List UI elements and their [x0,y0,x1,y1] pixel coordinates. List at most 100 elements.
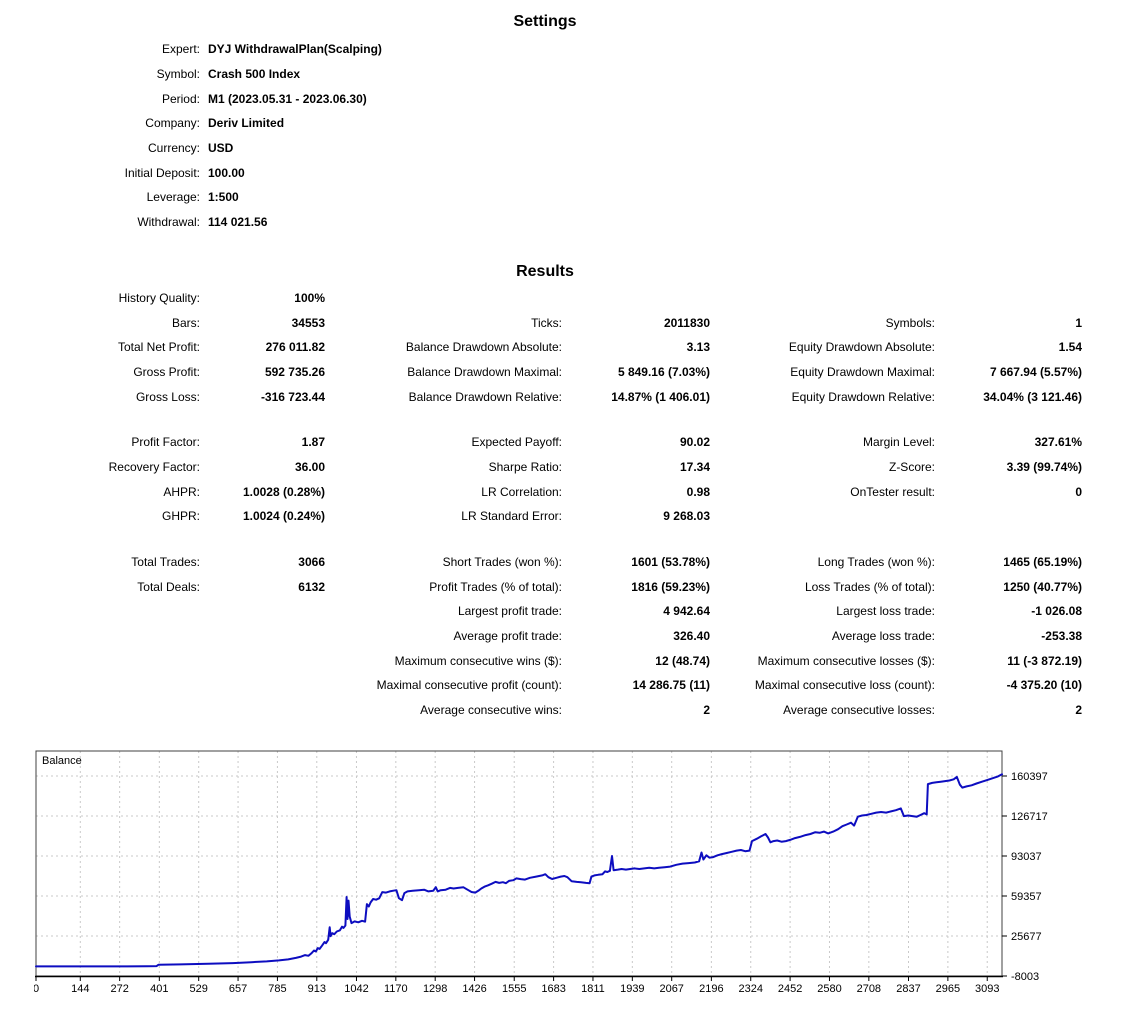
results-row: GHPR: 1.0024 (0.24%) LR Standard Error: 9 2… [0,504,1090,529]
x-axis-tick-label: 913 [308,983,326,995]
results-row: Total Deals: 6132 Profit Trades (% of tota… [0,574,1090,599]
result-value: 1.54 [1058,340,1082,355]
result-value: 14 286.75 (11) [632,678,710,693]
result-value: 2011830 [663,315,710,330]
x-axis-tick-label: 2067 [659,983,683,995]
results-row: History Quality: 100% [0,286,1090,311]
result-label: GHPR: [161,509,200,524]
results-row: Recovery Factor: 36.00 Sharpe Ratio: 17.34 Z… [0,455,1090,480]
result-value: -316 723.44 [260,389,325,404]
x-axis-tick-label: 657 [229,983,247,995]
result-label: OnTester result: [850,484,935,499]
result-label: Long Trades (won %): [817,555,935,570]
result-label: AHPR: [163,484,200,499]
y-axis-tick-label: 126717 [1011,811,1048,823]
setting-value: 100.00 [208,165,245,180]
x-axis-tick-label: 2452 [778,983,802,995]
results-title: Results [516,262,574,280]
setting-label: Withdrawal: [137,215,200,230]
result-label: Maximum consecutive wins ($): [394,653,562,668]
x-axis-tick-label: 0 [34,983,39,995]
result-value: 2 [1075,703,1082,718]
result-value: 0.98 [686,484,710,499]
result-value: 3.13 [686,340,710,355]
result-label: Balance Drawdown Absolute: [405,340,562,355]
x-axis-tick-label: 529 [190,983,208,995]
result-value: 1.87 [301,435,325,450]
setting-label: Symbol: [156,67,200,82]
y-axis-tick-label: -8003 [1011,971,1039,983]
x-axis-tick-label: 1042 [344,983,368,995]
x-axis-tick-label: 2324 [738,983,762,995]
result-label: Maximal consecutive profit (count): [376,678,562,693]
result-label: Balance Drawdown Relative: [408,389,562,404]
settings-row: Expert: DYJ WithdrawalPlan(Scalping) [0,37,1090,62]
x-axis-tick-label: 401 [150,983,168,995]
result-label: Profit Factor: [131,435,200,450]
result-label: Recovery Factor: [108,459,200,474]
balance-chart: 0 144 272 401 529 657 785 913 1042 1170 1298 1426 15… [33,747,1090,1008]
results-row: Average profit trade: 326.40 Average loss … [0,624,1090,649]
result-value: 36.00 [294,459,325,474]
settings-section: Expert: DYJ WithdrawalPlan(Scalping) Symbo… [0,37,1090,235]
result-value: 1.0024 (0.24%) [242,509,325,524]
result-value: 34553 [291,315,325,330]
result-label: Loss Trades (% of total): [804,579,935,594]
result-label: Profit Trades (% of total): [429,579,562,594]
x-axis-tick-label: 1555 [502,983,526,995]
setting-value: Deriv Limited [208,116,285,131]
result-label: Equity Drawdown Relative: [791,389,935,404]
result-value: 34.04% (3 121.46) [983,389,1082,404]
result-value: 9 268.03 [663,509,710,524]
settings-row: Company: Deriv Limited [0,111,1090,136]
x-axis-tick-label: 1811 [581,983,605,995]
result-value: 276 011.82 [265,340,325,355]
result-label: Average profit trade: [453,629,562,644]
result-label: History Quality: [118,290,200,305]
x-axis-tick-label: 785 [268,983,286,995]
results-row: Largest profit trade: 4 942.64 Largest los… [0,599,1090,624]
result-label: Total Trades: [131,555,200,570]
results-row: Total Net Profit: 276 011.82 Balance Drawd… [0,335,1090,360]
results-row: Bars: 34553 Ticks: 2011830 Symbols: 1 [0,310,1090,335]
x-axis-tick-label: 1426 [462,983,486,995]
settings-row: Leverage: 1:500 [0,185,1090,210]
results-row: Profit Factor: 1.87 Expected Payoff: 90.02 M… [0,430,1090,455]
result-label: Short Trades (won %): [442,555,562,570]
result-value: 2 [703,703,710,718]
result-label: Largest profit trade: [457,604,562,619]
result-value: 1.0028 (0.28%) [242,484,325,499]
result-value: 326.40 [673,629,710,644]
result-value: 11 (-3 872.19) [1007,653,1082,668]
result-value: 327.61% [1034,435,1082,450]
result-label: Expected Payoff: [471,435,562,450]
result-value: 17.34 [679,459,710,474]
result-value: 1465 (65.19%) [1003,555,1082,570]
result-label: Balance Drawdown Maximal: [407,364,562,379]
results-row: Gross Profit: 592 735.26 Balance Drawdown … [0,360,1090,385]
result-label: Equity Drawdown Absolute: [788,340,935,355]
result-label: Z-Score: [888,459,935,474]
result-label: Gross Profit: [133,364,200,379]
result-value: 4 942.64 [663,604,710,619]
setting-label: Currency: [147,141,200,156]
setting-label: Company: [145,116,200,131]
result-label: Total Deals: [137,579,200,594]
result-label: Equity Drawdown Maximal: [790,364,935,379]
y-axis-tick-label: 93037 [1011,851,1042,863]
settings-row: Withdrawal: 114 021.56 [0,210,1090,235]
results-row: Maximal consecutive profit (count): 14 28… [0,673,1090,698]
result-value: 1816 (59.23%) [631,579,710,594]
result-value: 100% [294,290,325,305]
result-value: -253.38 [1041,629,1082,644]
settings-row: Symbol: Crash 500 Index [0,62,1090,87]
setting-value: USD [208,141,234,156]
result-label: Average loss trade: [831,629,935,644]
y-axis-tick-label: 160397 [1011,771,1048,783]
result-label: Average consecutive wins: [420,703,562,718]
results-row: Average consecutive wins: 2 Average consec… [0,698,1090,723]
plot-border [35,750,1003,976]
result-label: LR Correlation: [481,484,562,499]
result-value: 3.39 (99.74%) [1006,459,1082,474]
result-value: 1250 (40.77%) [1003,579,1082,594]
